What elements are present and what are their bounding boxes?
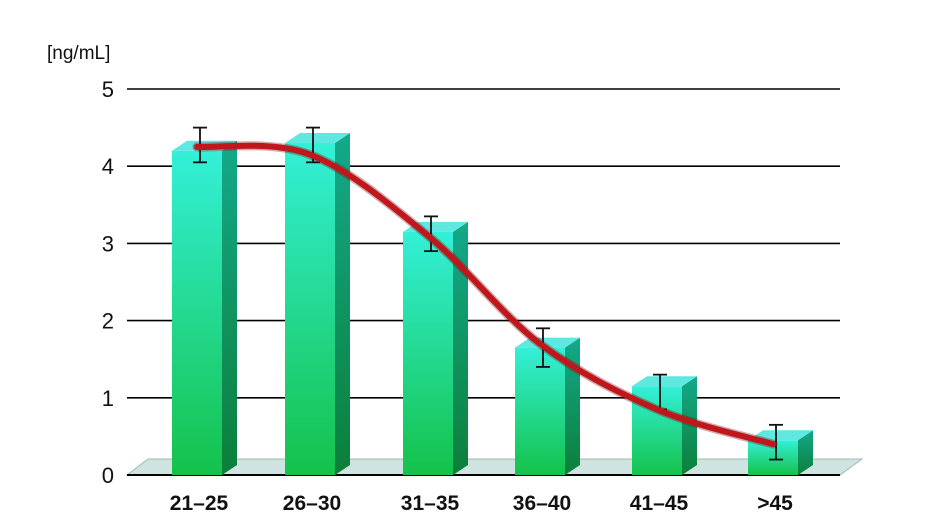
- bar-top: [285, 133, 350, 144]
- bar-side: [335, 133, 350, 476]
- bar-side: [682, 376, 697, 475]
- y-tick-label: 0: [102, 463, 114, 488]
- y-tick-label: 1: [102, 386, 114, 411]
- y-tick-label: 5: [102, 77, 114, 102]
- bar: [172, 150, 222, 475]
- x-tick-label: 41–45: [630, 492, 689, 515]
- x-tick-label: 21–25: [170, 492, 229, 515]
- x-tick-label: 31–35: [401, 492, 460, 515]
- trend-line: [194, 142, 776, 448]
- x-tick-label: >45: [757, 492, 793, 515]
- bar-top: [748, 430, 813, 441]
- bar-side: [222, 140, 237, 475]
- bar-side: [798, 430, 813, 475]
- bar-top: [632, 376, 697, 387]
- x-tick-label: 26–30: [283, 492, 341, 515]
- x-tick-label: 36–40: [513, 492, 571, 515]
- y-tick-label: 2: [102, 309, 114, 334]
- bar-side: [453, 221, 468, 475]
- y-tick-label: 4: [102, 154, 114, 179]
- y-tick-label: 3: [102, 231, 114, 256]
- bar: [285, 143, 335, 476]
- y-axis-unit-label: [ng/mL]: [47, 43, 110, 64]
- bar: [515, 347, 565, 475]
- bar-side: [565, 337, 580, 475]
- bar: [403, 231, 453, 475]
